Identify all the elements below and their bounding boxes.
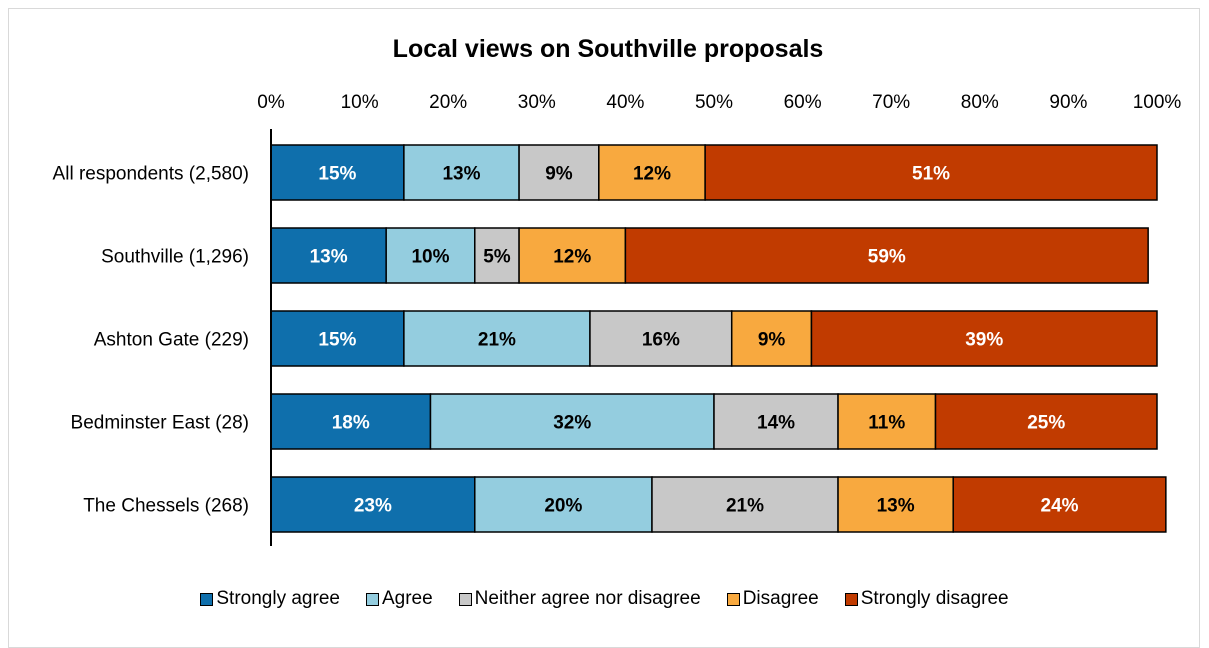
bar-segment <box>403 144 520 201</box>
data-label: 11% <box>868 413 905 434</box>
x-tick-label: 100% <box>1133 92 1182 113</box>
category-label: Southville (1,296) <box>101 247 249 268</box>
x-axis-tick-labels: 0% 10% 20% 30% 40% 50% 60% 70% 80% 90% 100% <box>257 92 1181 113</box>
legend-swatch <box>844 592 858 606</box>
x-tick-label: 40% <box>606 92 644 113</box>
bar-segment <box>385 227 476 284</box>
data-label: 13% <box>310 247 348 268</box>
stacked-bar-chart: Local views on Southville proposals 0% 10… <box>53 35 1181 546</box>
data-label: 39% <box>965 330 1003 351</box>
data-label: 13% <box>442 164 480 185</box>
data-label: 9% <box>758 330 786 351</box>
data-label: 24% <box>1041 496 1079 517</box>
bar-segment <box>704 144 1158 201</box>
data-label: 59% <box>868 247 906 268</box>
chart-title: Local views on Southville proposals <box>393 35 824 63</box>
legend-label: Agree <box>381 588 433 609</box>
x-tick-label: 90% <box>1049 92 1087 113</box>
data-label: 13% <box>877 496 915 517</box>
category-label: Ashton Gate (229) <box>94 330 249 351</box>
bar-row: 23% 20% 21% 13% 24% <box>270 476 1167 533</box>
bar-segment <box>474 227 520 284</box>
legend-item: Disagree <box>726 588 819 610</box>
legend-label: Strongly agree <box>216 588 340 609</box>
bar-segment <box>624 227 1149 284</box>
bar-row: 15% 13% 9% 12% 51% <box>270 144 1158 201</box>
legend-swatch <box>365 592 379 606</box>
legend: Strongly agree Agree Neither agree nor dis… <box>0 584 1209 614</box>
bar-row: 15% 21% 16% 9% 39% <box>270 310 1158 367</box>
data-label: 18% <box>332 413 370 434</box>
x-tick-label: 10% <box>341 92 379 113</box>
bar-segment <box>810 310 1158 367</box>
data-label: 51% <box>912 164 950 185</box>
bar-segment <box>270 227 387 284</box>
x-tick-label: 60% <box>784 92 822 113</box>
legend-item: Strongly agree <box>200 588 340 610</box>
legend-swatch <box>200 592 214 606</box>
data-label: 12% <box>553 247 591 268</box>
bar-segment <box>952 476 1167 533</box>
bar-segment <box>270 144 405 201</box>
bar-segment <box>429 393 715 450</box>
data-label: 9% <box>545 164 573 185</box>
x-tick-label: 70% <box>872 92 910 113</box>
bar-segment <box>403 310 591 367</box>
legend-item: Neither agree nor disagree <box>458 588 701 610</box>
bar-segment <box>589 310 733 367</box>
bar-row: 18% 32% 14% 11% 25% <box>270 393 1158 450</box>
legend-item: Strongly disagree <box>844 588 1009 610</box>
bar-groups: 15% 13% 9% 12% 51% 13% 10% 5% 12% 59% 15% 21% 16% 9% 3… <box>270 144 1167 533</box>
legend-swatch <box>726 592 740 606</box>
x-tick-label: 30% <box>518 92 556 113</box>
data-label: 5% <box>483 247 511 268</box>
x-tick-label: 20% <box>429 92 467 113</box>
data-label: 16% <box>642 330 680 351</box>
data-label: 15% <box>318 330 356 351</box>
category-label: The Chessels (268) <box>83 496 249 517</box>
bar-segment <box>713 393 839 450</box>
bar-segment <box>934 393 1158 450</box>
legend-swatch <box>458 592 472 606</box>
bar-segment <box>837 476 954 533</box>
x-tick-label: 50% <box>695 92 733 113</box>
data-label: 25% <box>1027 413 1065 434</box>
bar-segment <box>837 393 937 450</box>
legend-label: Neither agree nor disagree <box>474 588 701 609</box>
bar-segment <box>270 476 476 533</box>
legend-item: Agree <box>365 588 433 610</box>
category-label: All respondents (2,580) <box>53 164 249 185</box>
x-tick-label: 0% <box>257 92 285 113</box>
bar-segment <box>474 476 653 533</box>
legend-label: Disagree <box>742 588 819 609</box>
category-labels: All respondents (2,580) Southville (1,296… <box>53 164 249 517</box>
data-label: 20% <box>544 496 582 517</box>
data-label: 23% <box>354 496 392 517</box>
data-label: 21% <box>478 330 516 351</box>
data-label: 15% <box>318 164 356 185</box>
bar-segment <box>518 227 627 284</box>
data-label: 32% <box>553 413 591 434</box>
data-label: 12% <box>633 164 671 185</box>
category-label: Bedminster East (28) <box>71 413 249 434</box>
bar-row: 13% 10% 5% 12% 59% <box>270 227 1149 284</box>
legend-label: Strongly disagree <box>860 588 1009 609</box>
data-label: 21% <box>726 496 764 517</box>
bar-segment <box>598 144 706 201</box>
data-label: 14% <box>757 413 795 434</box>
x-tick-label: 80% <box>961 92 999 113</box>
data-label: 10% <box>411 247 449 268</box>
bar-segment <box>270 310 405 367</box>
